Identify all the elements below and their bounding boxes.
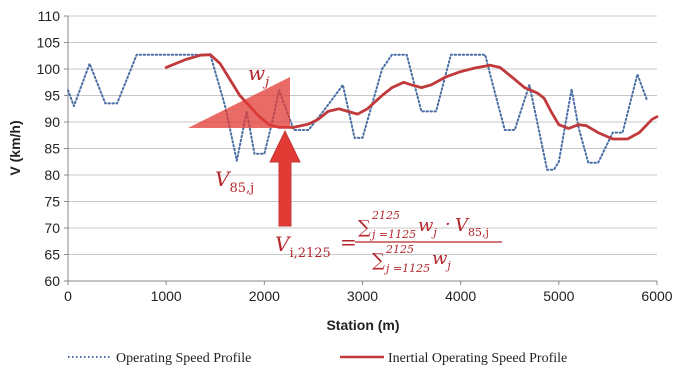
svg-text:j =1125: j =1125 <box>383 262 430 275</box>
svg-text:∑: ∑ <box>372 250 385 271</box>
legend-label-inertial: Inertial Operating Speed Profile <box>388 351 567 366</box>
gridlines <box>68 15 657 282</box>
x-axis-title: Station (m) <box>326 317 399 333</box>
weight-triangle <box>188 77 290 128</box>
operating-speed-line <box>67 53 649 171</box>
legend-label-operating: Operating Speed Profile <box>116 351 251 366</box>
svg-text:wj: wj <box>432 248 451 272</box>
svg-text:∑: ∑ <box>358 217 371 238</box>
plot-series <box>67 53 659 171</box>
y-tick-label: 105 <box>37 35 61 51</box>
y-tick-label: 60 <box>44 273 60 289</box>
svg-text:·: · <box>445 214 451 235</box>
x-tick-label: 2000 <box>249 288 280 304</box>
svg-text:2125: 2125 <box>371 209 400 222</box>
station-arrow <box>269 129 301 227</box>
y-tick-label: 100 <box>37 61 61 77</box>
formula: Vi,2125 = ∑ 2125 j =1125 wj · V85,j ∑ 21… <box>275 209 502 275</box>
svg-text:j =1125: j =1125 <box>369 228 416 241</box>
y-tick-label: 110 <box>38 8 61 24</box>
y-axis-title: V (km/h) <box>7 120 23 175</box>
svg-text:2125: 2125 <box>385 243 414 256</box>
svg-text:Vi,2125: Vi,2125 <box>275 232 331 261</box>
x-tick-label: 5000 <box>543 288 574 304</box>
x-tick-label: 0 <box>64 288 72 304</box>
x-tick-label: 6000 <box>641 288 672 304</box>
y-tick-label: 75 <box>44 194 60 210</box>
svg-text:wj: wj <box>418 215 437 239</box>
x-tick-label: 4000 <box>445 288 476 304</box>
y-tick-label: 90 <box>44 114 60 130</box>
legend: Operating Speed Profile Inertial Operati… <box>68 351 567 366</box>
svg-text:=: = <box>340 230 357 254</box>
y-axis-ticks: 60 65 70 75 80 85 90 95 100 105 110 <box>37 8 68 289</box>
y-tick-label: 70 <box>44 220 60 236</box>
y-tick-label: 80 <box>44 167 60 183</box>
x-tick-label: 3000 <box>347 288 378 304</box>
w-label: wj <box>248 61 269 90</box>
y-tick-label: 65 <box>44 247 60 263</box>
y-tick-label: 95 <box>44 88 60 104</box>
x-tick-label: 1000 <box>151 288 182 304</box>
v85-label: V85,j <box>215 167 254 196</box>
y-tick-label: 85 <box>44 141 60 157</box>
svg-text:V85,j: V85,j <box>455 215 489 239</box>
x-axis-ticks: 0 1000 2000 3000 4000 5000 6000 <box>64 281 673 304</box>
